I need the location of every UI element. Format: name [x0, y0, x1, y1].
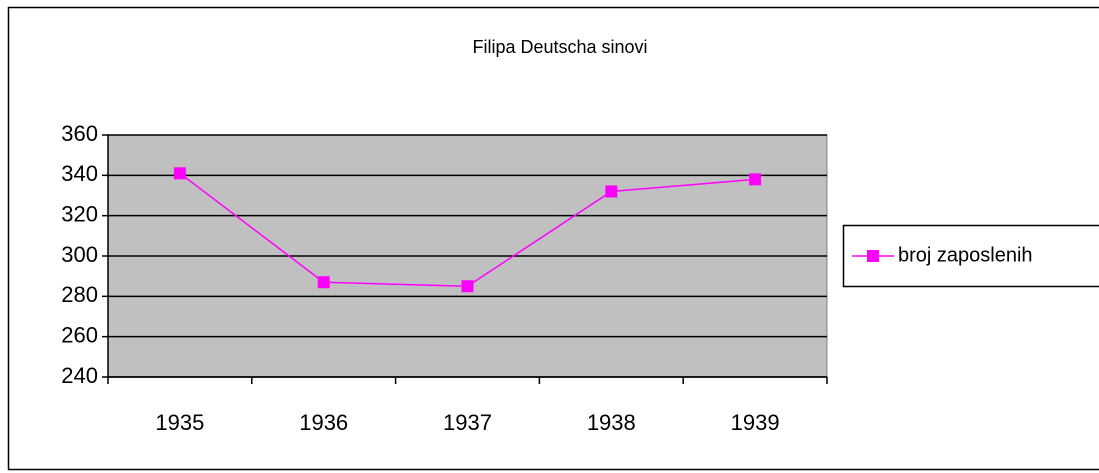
y-tick-label: 300 [61, 242, 98, 267]
x-tick-label: 1937 [443, 410, 492, 435]
point-marker [749, 173, 762, 186]
point-marker [317, 276, 330, 289]
x-tick-label: 1936 [299, 410, 348, 435]
point-marker [173, 167, 186, 180]
y-tick-label: 260 [61, 322, 98, 347]
y-tick-label: 360 [61, 121, 98, 146]
point-marker [605, 185, 618, 198]
chart-title: Filipa Deutscha sinovi [472, 37, 647, 57]
point-marker [461, 280, 474, 293]
y-tick-label: 340 [61, 161, 98, 186]
x-tick-label: 1935 [155, 410, 204, 435]
x-tick-label: 1939 [731, 410, 780, 435]
y-tick-label: 320 [61, 201, 98, 226]
legend-label: broj zaposlenih [898, 244, 1033, 266]
y-tick-label: 280 [61, 282, 98, 307]
x-tick-label: 1938 [587, 410, 636, 435]
y-tick-label: 240 [61, 363, 98, 388]
legend-swatch-marker [867, 250, 879, 262]
